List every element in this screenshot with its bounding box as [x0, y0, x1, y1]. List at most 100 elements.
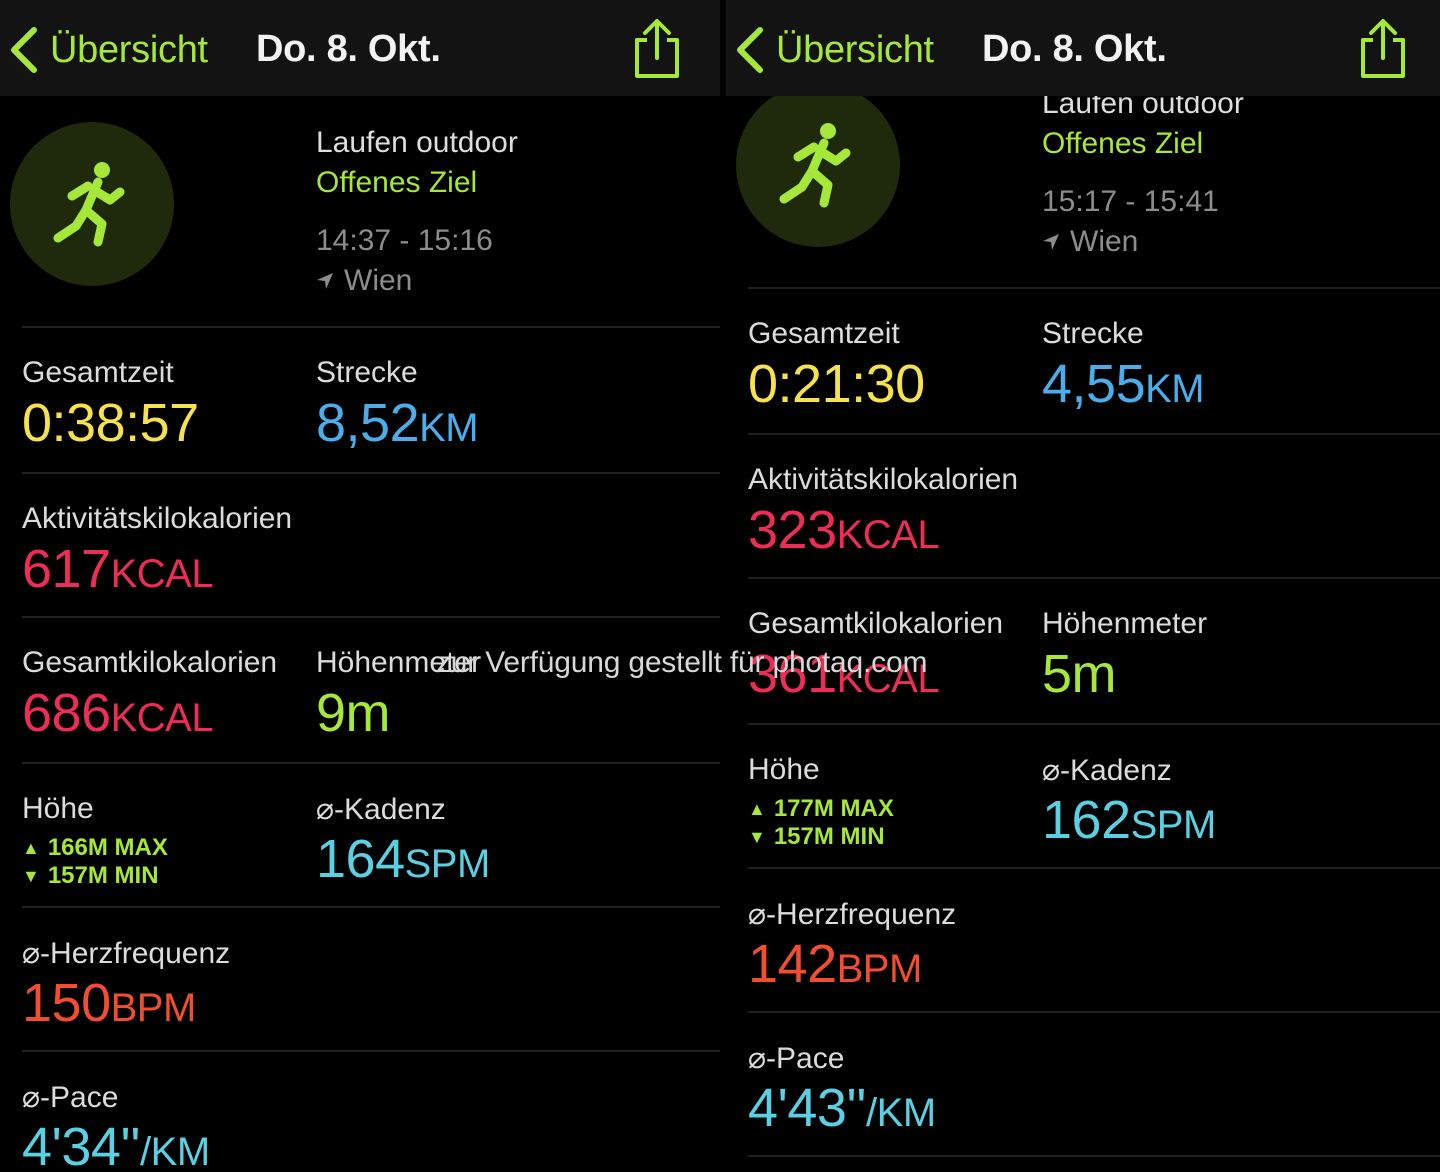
metrics-row: Gesamtkilokalorien 361KCAL Höhenmeter 5m	[726, 579, 1440, 723]
metric-value: 686KCAL	[22, 682, 214, 744]
metric-distance: Strecke 4,55KM	[1042, 289, 1440, 433]
distance-unit: KM	[1145, 367, 1205, 411]
heart-rate-unit: BPM	[836, 947, 923, 991]
share-button[interactable]	[1356, 18, 1410, 80]
metrics-row: ⌀-Herzfrequenz 142BPM	[726, 869, 1440, 1013]
metric-label: Gesamtkilokalorien	[748, 607, 1004, 640]
metric-label: ⌀-Kadenz	[316, 793, 446, 826]
workout-goal: Offenes Ziel	[1042, 127, 1204, 160]
metric-label: Gesamtkilokalorien	[22, 646, 278, 679]
metric-label: ⌀-Pace	[22, 1081, 119, 1114]
metric-value: 0:21:30	[748, 353, 925, 415]
pace-value: 4'34''	[22, 1117, 141, 1172]
metrics-row: ⌀-Herzfrequenz 150BPM	[0, 908, 720, 1052]
nav-title: Do. 8. Okt.	[982, 28, 1167, 70]
heart-rate-unit: BPM	[110, 986, 197, 1030]
navigation-bar: Übersicht Do. 8. Okt.	[726, 0, 1440, 96]
metric-label: Gesamtzeit	[22, 356, 174, 389]
elevation-max: ▲ 177M MAX	[748, 795, 894, 823]
back-button[interactable]: Übersicht	[6, 24, 208, 76]
workout-time-range: 15:17 - 15:41	[1042, 185, 1219, 218]
metric-label: Aktivitätskilokalorien	[22, 502, 293, 535]
metric-value: 164SPM	[316, 828, 490, 890]
workout-icon-circle	[10, 122, 174, 286]
divider	[748, 1011, 1440, 1013]
cadence-value: 164	[316, 829, 405, 889]
metric-cadence: ⌀-Kadenz 164SPM	[316, 764, 716, 908]
running-figure-icon	[779, 123, 851, 208]
active-kcal-value: 323	[748, 500, 837, 560]
metric-label: Gesamtzeit	[748, 317, 900, 350]
chevron-left-icon	[11, 27, 37, 73]
total-time-value: 0:21:30	[748, 354, 925, 414]
metric-value: 323KCAL	[748, 499, 940, 561]
divider	[748, 287, 1440, 289]
total-kcal-value: 361	[748, 644, 837, 704]
metric-label: ⌀-Herzfrequenz	[22, 937, 231, 970]
location-arrow-icon	[317, 273, 333, 289]
watermark-text: zur Verfügung gestellt für photaq.com	[436, 646, 928, 679]
elevation-max-value: 166M MAX	[47, 834, 168, 861]
metric-active-kcal: Aktivitätskilokalorien 617KCAL	[22, 474, 312, 618]
back-button[interactable]: Übersicht	[732, 24, 934, 76]
metric-heart-rate: ⌀-Herzfrequenz 150BPM	[22, 908, 312, 1052]
workout-detail-left: Übersicht Do. 8. Okt. Laufen outdoor Off…	[0, 0, 720, 1172]
metric-elevation-gain: Höhenmeter 5m	[1042, 579, 1440, 723]
elevation-gain-value: 9m	[316, 683, 391, 743]
cadence-unit: SPM	[1130, 803, 1217, 847]
metrics-row: Höhe ▲ 166M MAX ▼ 157M MIN ⌀-Kadenz 164SPM	[0, 764, 720, 908]
divider	[22, 762, 720, 764]
workout-type: Laufen outdoor	[316, 126, 518, 159]
nav-title: Do. 8. Okt.	[256, 28, 441, 70]
heart-rate-value: 142	[748, 934, 837, 994]
metric-value: 8,52KM	[316, 392, 479, 454]
metric-elevation: Höhe ▲ 166M MAX ▼ 157M MIN	[22, 764, 312, 908]
elevation-min-value: 157M MIN	[47, 862, 159, 889]
metric-total-kcal: Gesamtkilokalorien 361KCAL	[748, 579, 1038, 723]
metric-value: 4'34''/KM	[22, 1116, 210, 1172]
metrics-row: Gesamtzeit 0:21:30 Strecke 4,55KM	[726, 289, 1440, 433]
cadence-value: 162	[1042, 790, 1131, 850]
divider	[22, 472, 720, 474]
active-kcal-unit: KCAL	[110, 552, 214, 596]
workout-icon-circle	[736, 83, 900, 247]
distance-value: 8,52	[316, 393, 420, 453]
metric-value: 0:38:57	[22, 392, 199, 454]
metric-label: ⌀-Herzfrequenz	[748, 898, 957, 931]
workout-location: Wien	[1042, 225, 1138, 259]
share-icon	[1361, 19, 1405, 78]
metric-value: 142BPM	[748, 933, 922, 995]
active-kcal-value: 617	[22, 539, 111, 599]
share-button[interactable]	[630, 18, 684, 80]
metrics-row: Aktivitätskilokalorien 323KCAL	[726, 435, 1440, 579]
workout-location-name: Wien	[1070, 225, 1139, 258]
divider	[22, 616, 720, 618]
total-kcal-value: 686	[22, 683, 111, 743]
total-time-value: 0:38:57	[22, 393, 199, 453]
metric-elevation-gain: Höhenmeter 9m	[316, 618, 716, 762]
pace-value: 4'43''	[748, 1078, 867, 1138]
elevation-max-value: 177M MAX	[773, 795, 894, 822]
triangle-down-icon: ▼	[22, 865, 40, 886]
distance-unit: KM	[419, 406, 479, 450]
back-button-label: Übersicht	[776, 28, 934, 71]
metric-total-time: Gesamtzeit 0:21:30	[748, 289, 1038, 433]
triangle-down-icon: ▼	[748, 826, 766, 847]
running-figure-icon	[53, 162, 125, 247]
total-kcal-unit: KCAL	[836, 657, 940, 701]
workout-header: Laufen outdoor Offenes Ziel 15:17 - 15:4…	[726, 57, 1440, 289]
metric-label: Höhenmeter	[1042, 607, 1208, 640]
metric-value: 9m	[316, 682, 391, 744]
metric-total-kcal: Gesamtkilokalorien 686KCAL	[22, 618, 312, 762]
metric-label: ⌀-Pace	[748, 1042, 845, 1075]
metric-label: ⌀-Kadenz	[1042, 754, 1172, 787]
metric-distance: Strecke 8,52KM	[316, 328, 716, 472]
navigation-bar: Übersicht Do. 8. Okt.	[0, 0, 720, 96]
metric-label: Strecke	[316, 356, 418, 389]
metric-label: Strecke	[1042, 317, 1144, 350]
triangle-up-icon: ▲	[22, 837, 40, 858]
elevation-gain-value: 5m	[1042, 644, 1117, 704]
divider	[22, 326, 720, 328]
metrics-row: Gesamtkilokalorien 686KCAL Höhenmeter 9m	[0, 618, 720, 762]
elevation-min-value: 157M MIN	[773, 823, 885, 850]
